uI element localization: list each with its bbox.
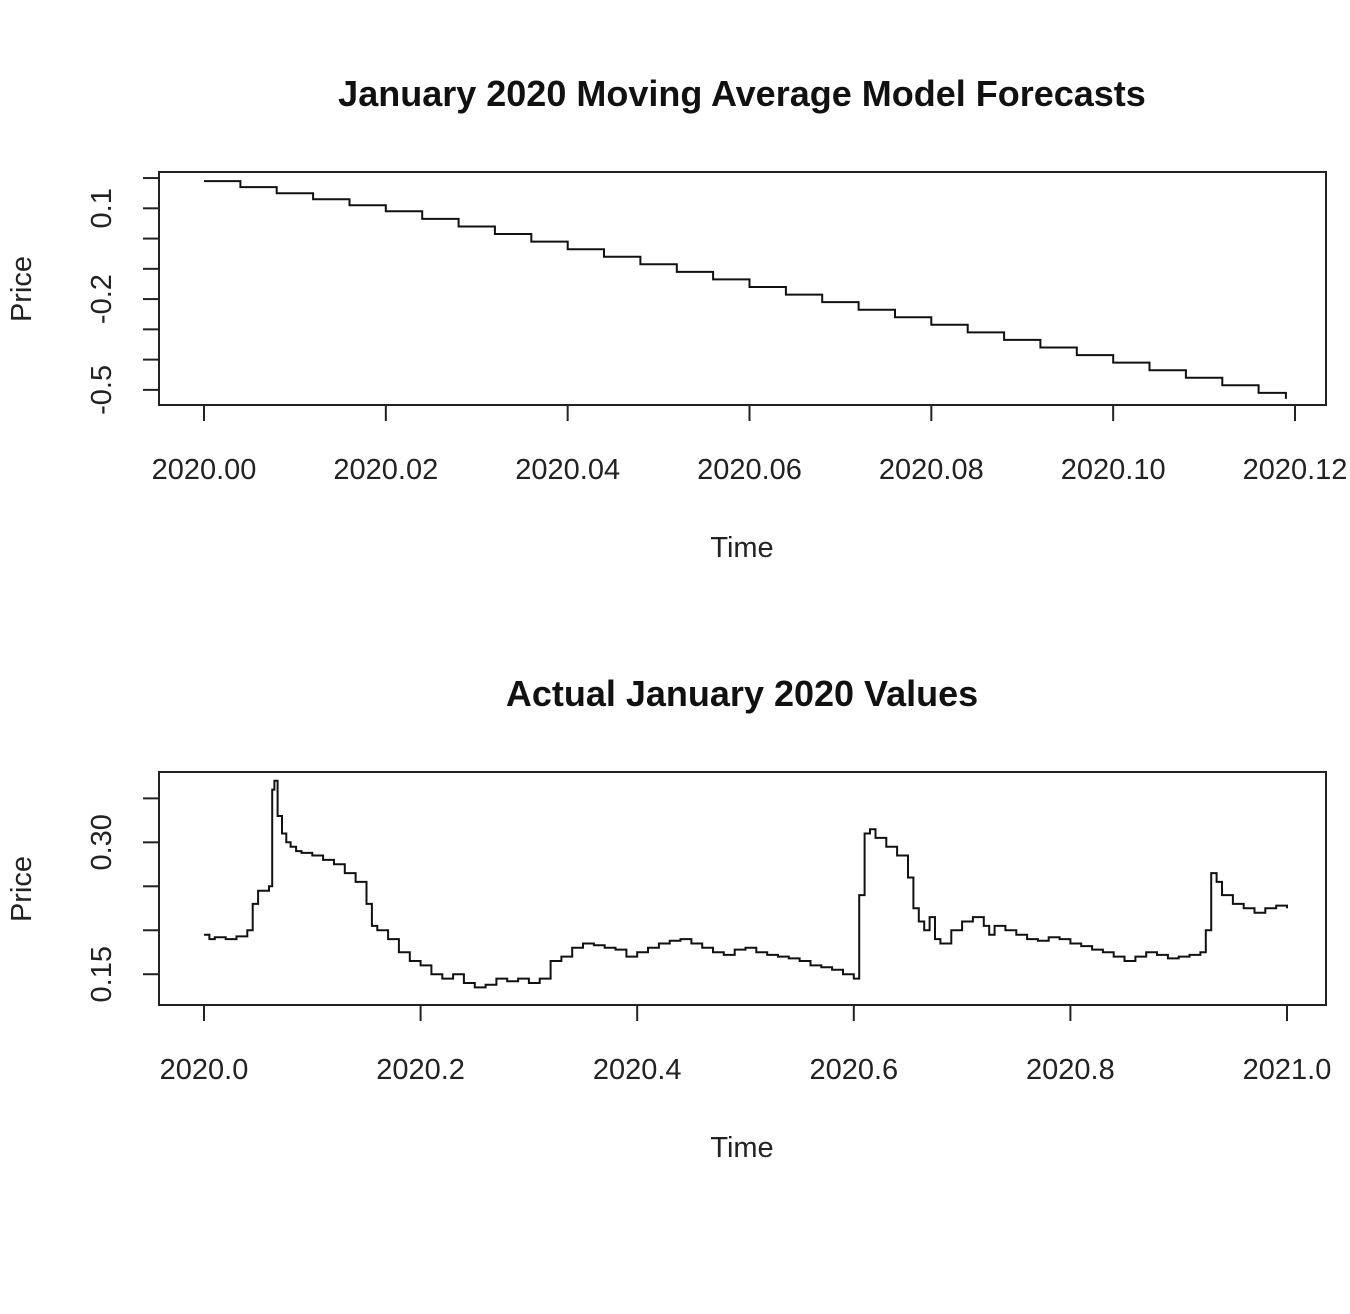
x-tick-label: 2020.12 [1243,454,1348,486]
y-tick-label: 0.1 [86,188,118,228]
y-tick-label: 0.30 [86,814,118,870]
y-tick-label: -0.5 [86,365,118,415]
x-tick-label: 2020.06 [697,454,802,486]
x-tick-label: 2020.00 [152,454,257,486]
forecast-series-line [204,180,1287,399]
actual-series-line [204,779,1288,989]
chart-title: Actual January 2020 Values [506,673,978,714]
y-axis: 0.15 0.30 [86,797,160,1002]
x-tick-label: 2020.6 [809,1054,898,1086]
x-tick-label: 2020.08 [879,454,984,486]
x-axis: 2020.0 2020.2 2020.4 2020.6 2020.8 2021.0 [160,1004,1332,1086]
x-tick-label: 2020.02 [333,454,438,486]
x-tick-label: 2020.04 [515,454,620,486]
x-tick-label: 2020.8 [1026,1054,1115,1086]
y-axis: -0.5 -0.2 0.1 [86,177,160,415]
x-axis: 2020.00 2020.02 2020.04 2020.06 2020.08 2020.… [152,404,1348,486]
y-tick-label: -0.2 [86,274,118,324]
x-axis-label: Time [710,1132,773,1164]
y-tick-label: 0.15 [86,946,118,1002]
actual-panel: Actual January 2020 Values 2020.0 2020.2 2… [6,673,1331,1164]
x-tick-label: 2020.10 [1061,454,1166,486]
y-axis-label: Price [6,856,38,922]
x-axis-label: Time [710,532,773,564]
forecast-panel: January 2020 Moving Average Model Foreca… [6,73,1347,564]
x-tick-label: 2021.0 [1243,1054,1332,1086]
x-tick-label: 2020.4 [593,1054,682,1086]
x-tick-label: 2020.0 [160,1054,249,1086]
plot-frame [158,771,1327,1006]
chart-title: January 2020 Moving Average Model Foreca… [338,73,1146,114]
y-axis-label: Price [6,256,38,322]
x-tick-label: 2020.2 [376,1054,465,1086]
